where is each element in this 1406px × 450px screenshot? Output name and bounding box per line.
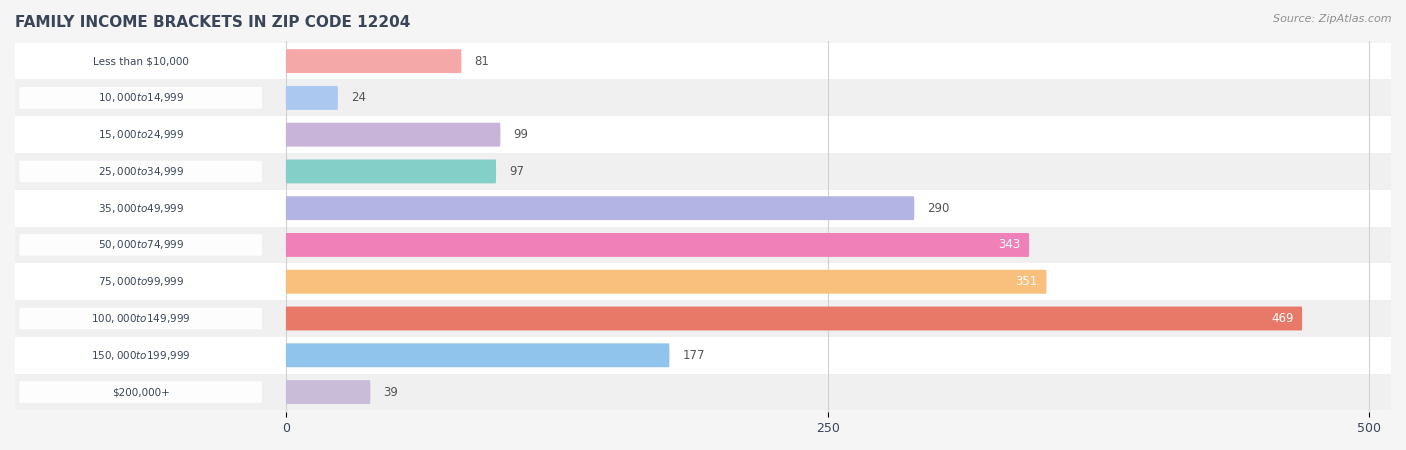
FancyBboxPatch shape <box>285 306 1302 330</box>
FancyBboxPatch shape <box>20 345 262 366</box>
Text: Source: ZipAtlas.com: Source: ZipAtlas.com <box>1274 14 1392 23</box>
FancyBboxPatch shape <box>285 380 370 404</box>
Text: FAMILY INCOME BRACKETS IN ZIP CODE 12204: FAMILY INCOME BRACKETS IN ZIP CODE 12204 <box>15 15 411 30</box>
Bar <box>15 263 1391 300</box>
Text: $200,000+: $200,000+ <box>112 387 170 397</box>
Bar <box>15 153 1391 190</box>
Text: $15,000 to $24,999: $15,000 to $24,999 <box>97 128 184 141</box>
FancyBboxPatch shape <box>20 87 262 108</box>
Text: 99: 99 <box>513 128 529 141</box>
FancyBboxPatch shape <box>285 196 914 220</box>
Text: $35,000 to $49,999: $35,000 to $49,999 <box>97 202 184 215</box>
Text: $50,000 to $74,999: $50,000 to $74,999 <box>97 238 184 252</box>
Bar <box>15 116 1391 153</box>
FancyBboxPatch shape <box>20 161 262 182</box>
Bar <box>15 43 1391 80</box>
Text: $10,000 to $14,999: $10,000 to $14,999 <box>97 91 184 104</box>
Text: $25,000 to $34,999: $25,000 to $34,999 <box>97 165 184 178</box>
Text: 343: 343 <box>998 238 1021 252</box>
Bar <box>15 190 1391 227</box>
FancyBboxPatch shape <box>20 234 262 256</box>
Bar <box>15 227 1391 263</box>
FancyBboxPatch shape <box>285 49 461 73</box>
Text: $150,000 to $199,999: $150,000 to $199,999 <box>91 349 190 362</box>
FancyBboxPatch shape <box>20 308 262 329</box>
Text: $100,000 to $149,999: $100,000 to $149,999 <box>91 312 190 325</box>
Text: 351: 351 <box>1015 275 1038 288</box>
Text: 39: 39 <box>384 386 398 399</box>
FancyBboxPatch shape <box>285 159 496 184</box>
FancyBboxPatch shape <box>20 381 262 403</box>
Text: 24: 24 <box>352 91 366 104</box>
Text: $75,000 to $99,999: $75,000 to $99,999 <box>97 275 184 288</box>
Text: 81: 81 <box>474 54 489 68</box>
FancyBboxPatch shape <box>285 86 337 110</box>
FancyBboxPatch shape <box>20 124 262 145</box>
Text: 177: 177 <box>682 349 704 362</box>
FancyBboxPatch shape <box>285 233 1029 257</box>
Text: Less than $10,000: Less than $10,000 <box>93 56 188 66</box>
Bar <box>15 374 1391 410</box>
FancyBboxPatch shape <box>285 123 501 147</box>
FancyBboxPatch shape <box>20 198 262 219</box>
Bar <box>15 300 1391 337</box>
FancyBboxPatch shape <box>20 271 262 292</box>
Text: 290: 290 <box>928 202 949 215</box>
Text: 97: 97 <box>509 165 524 178</box>
FancyBboxPatch shape <box>285 270 1046 294</box>
Bar <box>15 337 1391 374</box>
Text: 469: 469 <box>1271 312 1294 325</box>
FancyBboxPatch shape <box>20 50 262 72</box>
FancyBboxPatch shape <box>285 343 669 367</box>
Bar <box>15 80 1391 116</box>
